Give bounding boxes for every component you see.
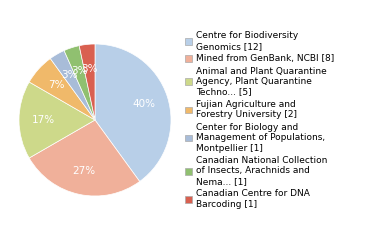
- Wedge shape: [95, 44, 171, 181]
- Text: 3%: 3%: [71, 66, 87, 76]
- Wedge shape: [79, 44, 95, 120]
- Wedge shape: [50, 51, 95, 120]
- Text: 40%: 40%: [133, 99, 156, 109]
- Wedge shape: [29, 59, 95, 120]
- Legend: Centre for Biodiversity
Genomics [12], Mined from GenBank, NCBI [8], Animal and : Centre for Biodiversity Genomics [12], M…: [185, 31, 334, 209]
- Wedge shape: [19, 82, 95, 158]
- Text: 3%: 3%: [61, 70, 78, 80]
- Text: 17%: 17%: [32, 115, 55, 125]
- Wedge shape: [64, 46, 95, 120]
- Wedge shape: [29, 120, 140, 196]
- Text: 27%: 27%: [73, 166, 96, 175]
- Text: 3%: 3%: [81, 64, 98, 74]
- Text: 7%: 7%: [48, 80, 65, 90]
